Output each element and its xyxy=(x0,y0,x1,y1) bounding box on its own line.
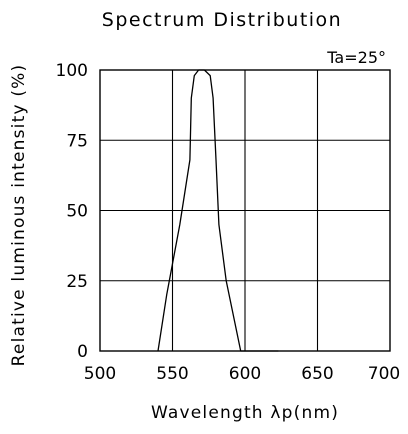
x-axis-label: Wavelength λp(nm) xyxy=(151,403,339,423)
x-tick-500: 500 xyxy=(84,364,116,384)
y-tick-50: 50 xyxy=(66,202,88,222)
y-tick-0: 0 xyxy=(77,342,88,362)
x-tick-550: 550 xyxy=(156,364,188,384)
y-tick-25: 25 xyxy=(66,272,88,292)
chart-title: Spectrum Distribution xyxy=(102,9,342,31)
y-tick-labels: 0 25 50 75 100 xyxy=(56,61,88,362)
y-tick-100: 100 xyxy=(56,61,88,81)
x-tick-650: 650 xyxy=(301,364,333,384)
temperature-annotation: Ta=25° xyxy=(326,48,386,67)
spectrum-curve xyxy=(157,69,279,352)
x-tick-600: 600 xyxy=(229,364,261,384)
y-axis-label: Relative luminous intensity (%) xyxy=(9,64,29,367)
y-tick-75: 75 xyxy=(66,131,88,151)
x-tick-700: 700 xyxy=(368,364,400,384)
x-tick-labels: 500 550 600 650 700 xyxy=(84,364,400,384)
plot-grid xyxy=(100,70,390,351)
